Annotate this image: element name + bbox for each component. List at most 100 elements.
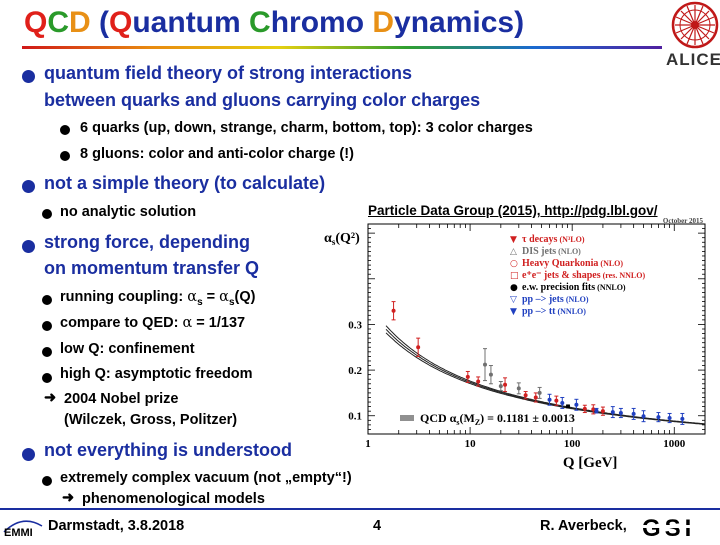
page-title: QCD (Quantum Chromo Dynamics) [24, 6, 524, 40]
data-point [667, 416, 672, 421]
y-axis-label-argument: (Q²) [335, 231, 360, 246]
data-point [503, 382, 508, 387]
x-axis-label: Q [GeV] [563, 455, 618, 471]
data-point [594, 408, 599, 413]
legend-entry-name: pp –> tt [522, 306, 556, 317]
sub-bullet-dot [60, 151, 70, 161]
sub-bullet-dot [42, 209, 52, 219]
data-point [533, 395, 538, 400]
sub-bullet-complex-vacuum: extremely complex vacuum (not „empty“!) [60, 470, 352, 486]
bullet-not-simple: not a simple theory (to calculate) [44, 173, 326, 193]
sub-bullet-dot [42, 295, 52, 305]
title-hromo: hromo [270, 6, 373, 39]
qcd-value-label: QCD αs(MZ) = 0.1181 ± 0.0013 [420, 411, 575, 427]
sub-bullet-dot [42, 321, 52, 331]
footer-author: R. Averbeck, [540, 518, 627, 534]
qed-value: = 1/137 [192, 315, 246, 331]
legend-entry-note: (NNLO) [555, 307, 586, 316]
phenomenological-models: phenomenological models [82, 491, 265, 507]
legend-entry-name: Heavy Quarkonia [522, 258, 598, 269]
equals-sign: = [202, 289, 220, 305]
legend-symbol: △ [510, 247, 517, 257]
data-point [680, 416, 685, 421]
qed-label: compare to QED: [60, 315, 183, 331]
sub-bullet-confinement: low Q: confinement [60, 341, 195, 357]
title-letter-c: C [47, 6, 70, 39]
page-number: 4 [373, 518, 382, 534]
legend-entry-name: e.w. precision fits [522, 282, 595, 293]
x-tick-label: 1 [365, 438, 371, 450]
sub-bullet-dot [42, 347, 52, 357]
alpha-symbol: α [219, 289, 229, 305]
data-point [574, 402, 579, 407]
legend-entry-note: (N³LO) [557, 235, 584, 244]
data-point [554, 398, 559, 403]
alpha-symbol: α [187, 289, 198, 305]
gsi-logo-text: GSI [642, 515, 695, 540]
qcd-label-text: (M [460, 411, 475, 425]
qcd-band-curve [385, 325, 706, 425]
sub-bullet-dot [42, 373, 52, 383]
x-tick-label: 100 [564, 438, 581, 450]
legend-entry: DIS jets (NLO) [522, 246, 581, 257]
pdg-reference-link[interactable]: Particle Data Group (2015), http://pdg.l… [368, 203, 658, 218]
arrow-icon: ➜ [44, 390, 57, 406]
title-ynamics: ynamics) [394, 6, 525, 39]
sub-bullet-dot [60, 125, 70, 135]
legend-entry-name: pp –> jets [522, 294, 564, 305]
alpha-subscript: s [228, 296, 235, 308]
sub-bullet-gluons: 8 gluons: color and anti-color charge (!… [80, 146, 354, 162]
legend-symbol: ● [510, 283, 518, 293]
legend-entry: pp –> tt (NNLO) [522, 306, 586, 317]
y-tick-label: 0.2 [348, 365, 362, 377]
data-point [523, 393, 528, 398]
data-point [476, 379, 481, 384]
x-tick-label: 1000 [663, 438, 686, 450]
running-coupling-label: running coupling: [60, 289, 188, 305]
data-point [516, 386, 521, 391]
qcd-label-text: QCD α [420, 411, 457, 425]
sub-bullet-dot [42, 476, 52, 486]
data-point [498, 384, 503, 389]
data-point [565, 404, 570, 409]
title-letter-d: D [69, 6, 91, 39]
data-points [391, 301, 685, 425]
data-point [391, 308, 396, 313]
emmi-logo-icon: EMMI [3, 520, 43, 539]
legend-symbol: ▼ [510, 307, 517, 317]
legend-entry-note: (res. NNLO) [601, 271, 646, 280]
legend-symbol: ▽ [510, 295, 517, 305]
y-tick-label: 0.1 [348, 411, 362, 423]
legend-entry: e⁺e⁻ jets & shapes (res. NNLO) [522, 270, 645, 281]
data-point [488, 372, 493, 377]
data-point [631, 411, 636, 416]
data-point [416, 345, 421, 350]
alice-logo-text: ALICE [666, 50, 720, 69]
bullet-dot [22, 240, 35, 253]
legend-entry: e.w. precision fits (NNLO) [522, 282, 626, 293]
sub-bullet-asymptotic-freedom: high Q: asymptotic freedom [60, 366, 253, 382]
y-tick-label: 0.3 [348, 319, 362, 331]
alpha-subscript: s [197, 296, 203, 308]
data-point [656, 415, 661, 420]
legend-entry-name: DIS jets [522, 246, 556, 257]
data-point [537, 390, 542, 395]
gsi-logo: GSI [640, 514, 720, 542]
title-paren: ( [90, 6, 110, 39]
legend-entry-note: (NLO) [556, 247, 581, 256]
q-argument: (Q) [234, 289, 256, 305]
bullet-not-understood: not everything is understood [44, 440, 293, 460]
qcd-label-text: ) = 0.1181 ± 0.0013 [480, 411, 575, 425]
sub-bullet-quarks: 6 quarks (up, down, strange, charm, bott… [80, 120, 533, 136]
emmi-logo: EMMI [2, 516, 44, 539]
title-letter-q: Q [24, 6, 48, 39]
data-point [591, 407, 596, 412]
title-q-initial: Q [109, 6, 133, 39]
legend-symbol: ▼ [510, 235, 517, 245]
qcd-label-subscript: Z [475, 418, 480, 427]
alpha-symbol: α [182, 315, 193, 331]
data-point [618, 411, 623, 415]
alice-detector-icon [671, 1, 719, 49]
